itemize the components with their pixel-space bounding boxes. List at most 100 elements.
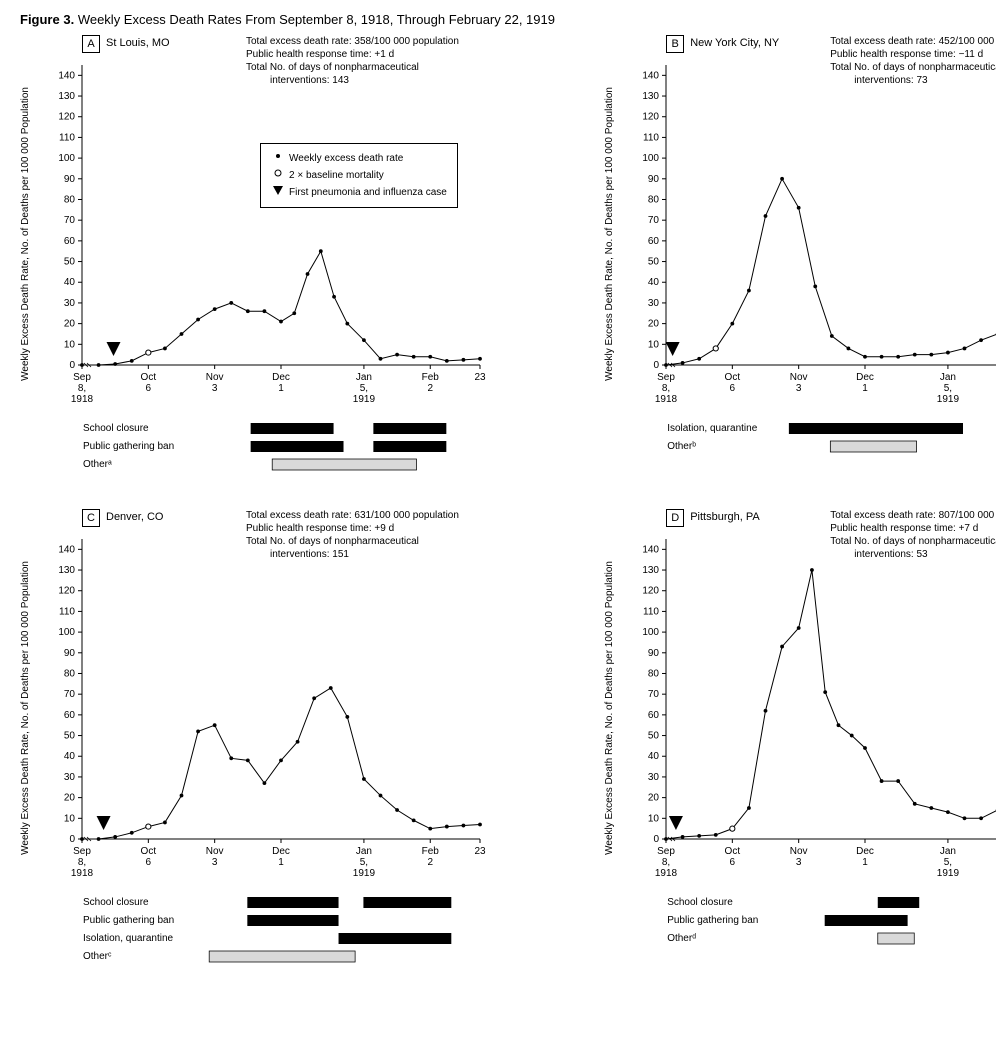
svg-text:23: 23	[474, 372, 486, 383]
svg-text:Jan: Jan	[940, 372, 956, 383]
svg-text:120: 120	[58, 112, 75, 123]
svg-text:70: 70	[64, 689, 76, 700]
svg-text:1918: 1918	[71, 394, 94, 405]
svg-text:1919: 1919	[353, 868, 376, 879]
intervention-bars: School closure Public gathering ban Othe…	[82, 419, 580, 473]
intervention-row: Public gathering ban	[82, 437, 580, 455]
intervention-label: Isolation, quarantine	[82, 929, 180, 947]
svg-text:60: 60	[648, 236, 660, 247]
svg-text:50: 50	[64, 257, 76, 268]
intervention-row: School closure	[666, 893, 996, 911]
intervention-label: Otherᵇ	[666, 437, 763, 455]
legend-row: 2 × baseline mortality	[271, 167, 447, 184]
intervention-row: Public gathering ban	[82, 911, 580, 929]
svg-text:Jan: Jan	[356, 846, 372, 857]
svg-text:1919: 1919	[353, 394, 376, 405]
intervention-label: Isolation, quarantine	[666, 419, 763, 437]
intervention-label: Otherᵃ	[82, 455, 180, 473]
intervention-bars: School closure Public gathering ban Isol…	[82, 893, 580, 965]
svg-text:3: 3	[212, 383, 218, 394]
intervention-bar	[765, 895, 996, 910]
svg-text:Dec: Dec	[856, 846, 874, 857]
svg-text:130: 130	[58, 91, 75, 102]
panel-letter: C	[82, 509, 100, 527]
svg-text:0: 0	[69, 360, 75, 371]
svg-text:110: 110	[643, 606, 659, 617]
svg-text:30: 30	[64, 772, 76, 783]
svg-text:Oct: Oct	[141, 846, 157, 857]
intervention-bar	[181, 931, 579, 946]
intervention-bar	[181, 457, 579, 472]
chart-A: 0102030405060708090100110120130140Sep8,1…	[38, 57, 490, 411]
svg-text:1: 1	[278, 857, 284, 868]
legend-symbol	[271, 150, 285, 167]
svg-text:90: 90	[648, 174, 660, 185]
intervention-row: Public gathering ban	[666, 911, 996, 929]
intervention-row: Isolation, quarantine	[82, 929, 580, 947]
chart-wrap: Weekly Excess Death Rate, No. of Deaths …	[20, 531, 580, 885]
svg-text:100: 100	[643, 627, 660, 638]
svg-text:60: 60	[64, 236, 76, 247]
svg-text:70: 70	[64, 215, 76, 226]
svg-text:10: 10	[648, 813, 660, 824]
svg-text:Sep: Sep	[657, 372, 675, 383]
svg-text:40: 40	[648, 277, 660, 288]
intervention-bar	[764, 439, 996, 454]
legend-text: First pneumonia and influenza case	[289, 185, 447, 200]
svg-text:140: 140	[58, 70, 75, 81]
svg-text:140: 140	[643, 70, 660, 81]
svg-text:50: 50	[648, 257, 660, 268]
svg-text:30: 30	[648, 298, 660, 309]
y-axis-label: Weekly Excess Death Rate, No. of Deaths …	[604, 561, 618, 855]
legend-symbol	[271, 184, 285, 201]
intervention-bar	[181, 949, 579, 964]
svg-text:8,: 8,	[662, 383, 670, 394]
intervention-row: Otherᵃ	[82, 455, 580, 473]
intervention-bar	[181, 439, 579, 454]
intervention-bar	[764, 421, 996, 436]
svg-text:140: 140	[643, 544, 660, 555]
intervention-row: Otherᶜ	[82, 947, 580, 965]
legend: Weekly excess death rate2 × baseline mor…	[260, 143, 458, 208]
svg-text:40: 40	[64, 277, 76, 288]
svg-text:6: 6	[146, 857, 152, 868]
panel-C: C Denver, CO Total excess death rate: 63…	[20, 509, 580, 965]
svg-text:40: 40	[648, 751, 660, 762]
intervention-label: Otherᵈ	[666, 929, 764, 947]
svg-text:10: 10	[64, 339, 76, 350]
svg-text:8,: 8,	[78, 857, 86, 868]
svg-text:1919: 1919	[937, 868, 960, 879]
intervention-label: Public gathering ban	[666, 911, 764, 929]
svg-text:5,: 5,	[360, 383, 368, 394]
figure-label: Figure 3.	[20, 12, 74, 27]
svg-text:8,: 8,	[662, 857, 670, 868]
svg-text:20: 20	[64, 793, 76, 804]
svg-text:Dec: Dec	[272, 846, 290, 857]
svg-text:90: 90	[64, 648, 76, 659]
svg-text:130: 130	[643, 91, 660, 102]
svg-text:40: 40	[64, 751, 76, 762]
svg-text:3: 3	[796, 383, 802, 394]
panel-letter: A	[82, 35, 100, 53]
svg-text:90: 90	[648, 648, 660, 659]
svg-text:Oct: Oct	[141, 372, 157, 383]
intervention-row: Otherᵈ	[666, 929, 996, 947]
svg-text:1: 1	[862, 857, 868, 868]
intervention-row: Otherᵇ	[666, 437, 996, 455]
svg-text:90: 90	[64, 174, 76, 185]
chart-wrap: Weekly Excess Death Rate, No. of Deaths …	[604, 531, 996, 885]
panel-B: B New York City, NY Total excess death r…	[604, 35, 996, 473]
svg-text:5,: 5,	[944, 383, 952, 394]
svg-text:Dec: Dec	[856, 372, 874, 383]
svg-text:120: 120	[643, 112, 660, 123]
chart-wrap: Weekly Excess Death Rate, No. of Deaths …	[20, 57, 580, 411]
svg-text:1: 1	[278, 383, 284, 394]
intervention-bar	[181, 895, 579, 910]
svg-text:Sep: Sep	[73, 846, 91, 857]
svg-text:50: 50	[64, 731, 76, 742]
svg-text:130: 130	[58, 565, 75, 576]
svg-text:100: 100	[643, 153, 660, 164]
svg-text:140: 140	[58, 544, 75, 555]
chart-wrap: Weekly Excess Death Rate, No. of Deaths …	[604, 57, 996, 411]
intervention-row: School closure	[82, 419, 580, 437]
